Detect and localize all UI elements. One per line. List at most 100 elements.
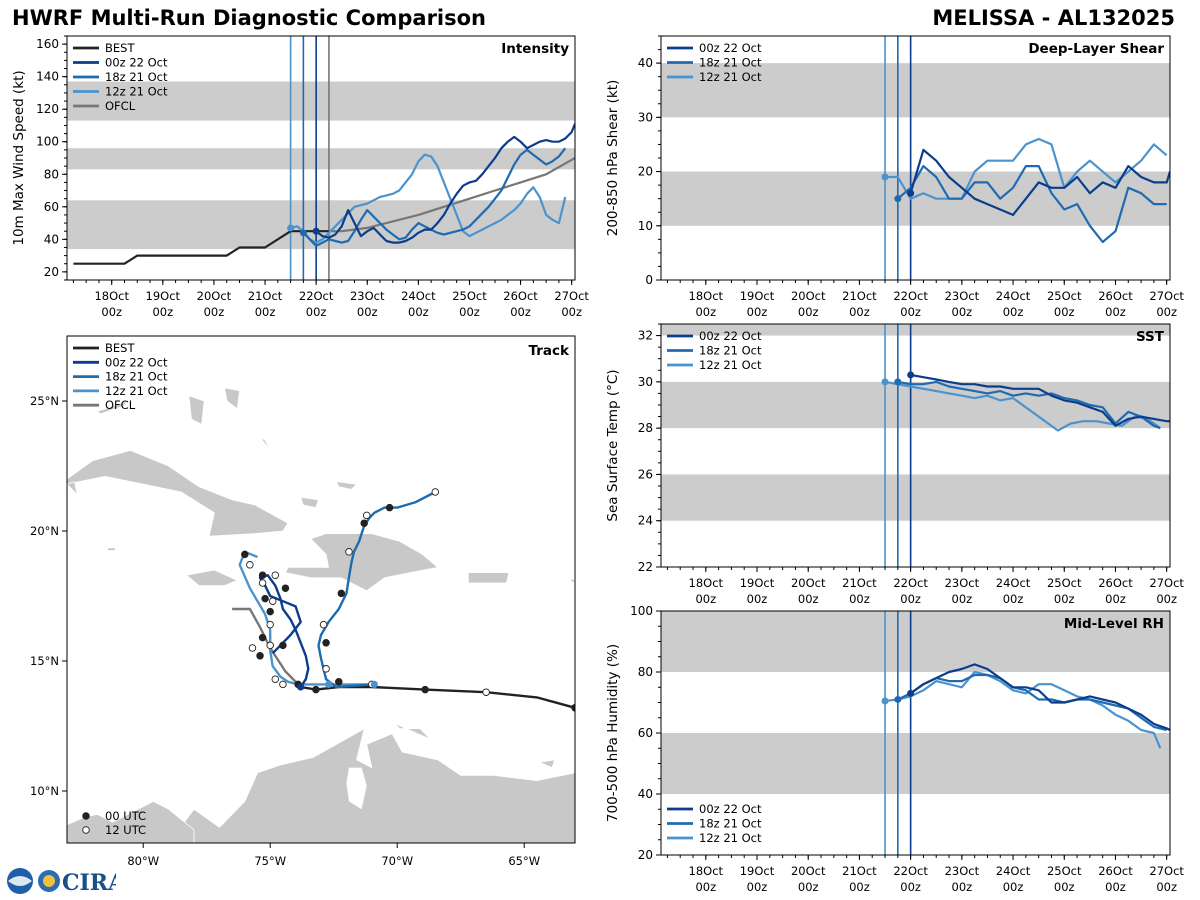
track-marker-12utc xyxy=(266,620,274,629)
x-tick-label-date: 22Oct xyxy=(893,289,928,303)
x-tick-label-date: 21Oct xyxy=(842,576,877,590)
series-line-00z-22-oct xyxy=(909,148,1170,216)
x-tick-label-hour: 00z xyxy=(152,305,173,319)
series-line-12z-21-oct xyxy=(884,670,1162,749)
figure-title: HWRF Multi-Run Diagnostic Comparison xyxy=(12,6,487,30)
series-start-marker xyxy=(894,378,902,386)
x-tick-label-hour: 00z xyxy=(900,880,921,894)
x-tick-label-hour: 00z xyxy=(1054,592,1075,606)
x-tick-label-date: 23Oct xyxy=(945,576,980,590)
x-tick-label-hour: 00z xyxy=(798,880,819,894)
series-start-marker xyxy=(881,173,889,181)
series-start-marker xyxy=(907,371,915,379)
track-marker-12utc xyxy=(322,665,330,673)
panel-shear: 0 10 20 30 40 18Oct 00z 19Oct 00z 20Oct 00z 21Oct 00… xyxy=(605,35,1184,319)
track-marker-12utc xyxy=(482,688,490,696)
x-tick-label-date: 23Oct xyxy=(945,289,980,303)
legend-label: 18z 21 Oct xyxy=(699,344,762,358)
y-tick-label: 22 xyxy=(638,560,653,574)
x-tick-label-hour: 00z xyxy=(849,592,870,606)
track-marker-12utc xyxy=(271,571,280,579)
track-marker-12utc xyxy=(271,675,280,683)
lake-maracaibo xyxy=(346,767,367,810)
x-tick-label-date: 24Oct xyxy=(401,289,436,303)
legend-label: 12z 21 Oct xyxy=(699,70,762,84)
y-tick-label: 80 xyxy=(638,665,653,679)
marker-legend-symbol xyxy=(82,812,90,820)
series-line-00z-22-oct xyxy=(910,373,1170,427)
legend-label: 18z 21 Oct xyxy=(105,70,168,84)
y-tick-label: 30 xyxy=(638,375,653,389)
legend-label: OFCL xyxy=(105,99,136,113)
x-tick-label-hour: 00z xyxy=(695,880,716,894)
track-marker-12utc xyxy=(319,620,328,629)
marker-legend-label: 00 UTC xyxy=(105,809,146,823)
x-tick-label-hour: 00z xyxy=(357,305,378,319)
series-start-marker xyxy=(299,229,307,237)
x-tick-label-hour: 00z xyxy=(510,305,531,319)
x-tick-label-date: 20Oct xyxy=(791,576,826,590)
track-marker-00utc xyxy=(385,503,394,512)
track-marker-00utc xyxy=(258,571,267,579)
y-tick-label: 20 xyxy=(638,165,653,179)
y-tick-label: 10 xyxy=(638,219,653,233)
x-tick-label-hour: 00z xyxy=(798,305,819,319)
lon-tick-label: 80°W xyxy=(127,854,159,868)
y-tick-label: 60 xyxy=(44,200,59,214)
shaded-band xyxy=(661,733,1170,794)
x-tick-label-date: 23Oct xyxy=(945,864,980,878)
land-hispaniola xyxy=(284,533,439,592)
plot-area xyxy=(661,324,1170,567)
track-marker-00utc xyxy=(312,685,320,694)
track-init-marker xyxy=(370,680,378,689)
legend-label: 18z 21 Oct xyxy=(699,817,762,831)
track-marker-12utc xyxy=(248,644,257,652)
track-line-best xyxy=(300,685,575,709)
land-turks xyxy=(335,481,358,490)
x-tick-label-hour: 00z xyxy=(1003,592,1024,606)
x-tick-label-hour: 00z xyxy=(1156,305,1177,319)
legend-label: 00z 22 Oct xyxy=(699,329,762,343)
x-tick-label-hour: 00z xyxy=(255,305,276,319)
shaded-band xyxy=(67,148,575,170)
track-line-00z-22-oct xyxy=(258,574,310,688)
legend-label: BEST xyxy=(105,341,135,355)
x-tick-label-date: 20Oct xyxy=(791,864,826,878)
map-area xyxy=(67,336,575,843)
land-jamaica xyxy=(185,569,239,586)
series-start-marker xyxy=(907,689,915,697)
series-line-18z-21-oct xyxy=(897,380,1161,430)
x-tick-label-hour: 00z xyxy=(459,305,480,319)
shaded-band xyxy=(661,63,1170,118)
track-marker-00utc xyxy=(279,641,287,650)
track-marker-00utc xyxy=(241,550,249,559)
x-tick-label-hour: 00z xyxy=(747,880,768,894)
panel-title: Intensity xyxy=(501,41,569,57)
track-marker-00utc xyxy=(281,584,290,592)
y-tick-label: 80 xyxy=(44,167,59,181)
track-init-marker xyxy=(325,680,333,689)
x-tick-label-date: 18Oct xyxy=(689,864,724,878)
land-bahamas-inagua xyxy=(300,496,320,509)
legend-label: 00z 22 Oct xyxy=(105,56,168,70)
track-init-marker xyxy=(297,683,305,691)
x-tick-label-hour: 00z xyxy=(1003,305,1024,319)
cira-logo-text: CIRA xyxy=(62,870,116,896)
x-tick-label-hour: 00z xyxy=(952,880,973,894)
x-tick-label-hour: 00z xyxy=(849,305,870,319)
legend-label: OFCL xyxy=(105,398,136,412)
x-tick-label-hour: 00z xyxy=(1105,305,1126,319)
series-line-18z-21-oct xyxy=(302,147,567,247)
x-tick-label-hour: 00z xyxy=(695,592,716,606)
x-tick-label-hour: 00z xyxy=(695,305,716,319)
x-tick-label-date: 22Oct xyxy=(893,576,928,590)
series-start-marker xyxy=(907,189,915,197)
y-axis-label: 700-500 hPa Humidity (%) xyxy=(605,644,621,822)
x-tick-label-hour: 00z xyxy=(747,305,768,319)
panel-intensity: 20 40 60 80 100 120 140 160 18Oct 00z 19Oct 00z 20Oc… xyxy=(11,35,589,319)
land-bahamas-long xyxy=(259,437,271,451)
x-tick-label-date: 24Oct xyxy=(996,289,1031,303)
map-frame xyxy=(66,335,576,844)
x-tick-label-date: 18Oct xyxy=(94,289,129,303)
lat-tick-label: 20°N xyxy=(30,524,59,538)
